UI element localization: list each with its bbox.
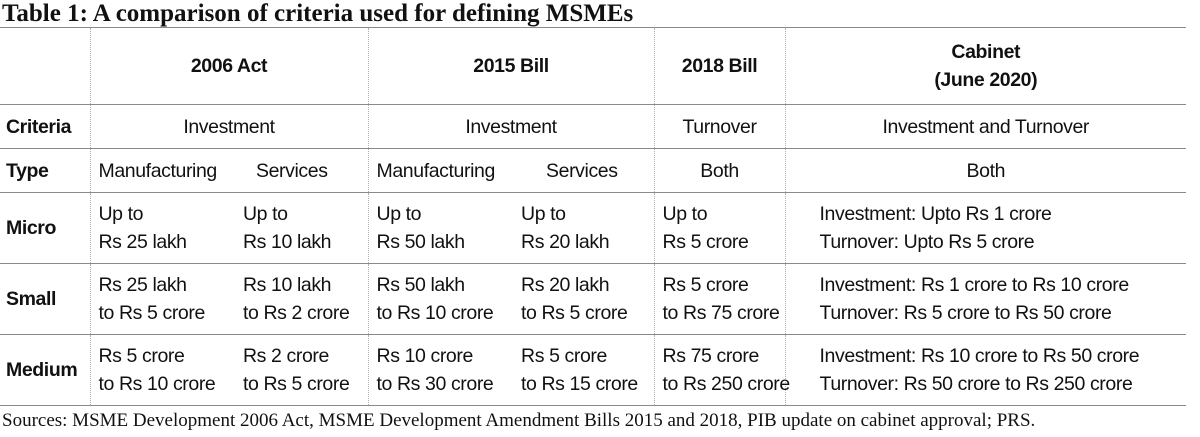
- cell-line: Up to: [662, 203, 708, 225]
- cell-line: Up to: [521, 203, 566, 225]
- header-cabinet-line2: (June 2020): [934, 69, 1038, 91]
- cell-line: Up to: [376, 203, 422, 225]
- row-label: Criteria: [0, 104, 90, 149]
- table-cell: Rs 5 crore to Rs 75 crore: [653, 263, 786, 335]
- table-cell: Manufacturing: [367, 148, 513, 193]
- cell-line: to Rs 10 crore: [376, 302, 494, 324]
- cell-line: to Rs 5 crore: [243, 373, 350, 395]
- table-cell: Up to Rs 25 lakh: [89, 192, 234, 264]
- cell-line: Rs 20 lakh: [521, 231, 610, 253]
- header-cabinet: Cabinet (June 2020): [784, 27, 1187, 105]
- cell-line: Investment: Rs 1 crore to Rs 10 crore: [819, 274, 1130, 296]
- row-label: Micro: [0, 192, 90, 264]
- header-2018-bill: 2018 Bill: [653, 27, 786, 105]
- cell-line: Turnover: Upto Rs 5 crore: [819, 231, 1035, 253]
- cell-line: to Rs 15 crore: [521, 373, 638, 395]
- table-cell: Both: [784, 148, 1187, 193]
- table-cell: Up to Rs 20 lakh: [512, 192, 655, 264]
- cell-line: to Rs 10 crore: [98, 373, 216, 395]
- cell-line: to Rs 5 crore: [521, 302, 628, 324]
- table-cell: Manufacturing: [89, 148, 234, 193]
- cell-line: to Rs 5 crore: [98, 302, 206, 324]
- table-cell: Services: [512, 148, 655, 193]
- row-label: Small: [0, 263, 90, 335]
- cell-line: Up to: [98, 203, 144, 225]
- table-cell: Rs 5 crore to Rs 10 crore: [89, 334, 234, 406]
- table-cell: Services: [234, 148, 369, 193]
- row-label: Medium: [0, 334, 90, 406]
- header-empty: [0, 27, 90, 105]
- cell-line: Rs 75 crore: [662, 345, 760, 367]
- table-cell: Rs 50 lakh to Rs 10 crore: [367, 263, 513, 335]
- cell-line: to Rs 250 crore: [662, 373, 791, 395]
- table-cell: Investment: Rs 10 crore to Rs 50 crore Tu…: [784, 334, 1187, 406]
- cell-line: Rs 10 lakh: [243, 231, 332, 253]
- table-cell: Investment and Turnover: [784, 104, 1187, 149]
- cell-line: Rs 2 crore: [243, 345, 329, 367]
- cell-line: to Rs 30 crore: [376, 373, 494, 395]
- cell-line: to Rs 2 crore: [243, 302, 350, 324]
- table-cell: Both: [653, 148, 786, 193]
- table-cell: Up to Rs 50 lakh: [367, 192, 513, 264]
- cell-line: Rs 5 crore: [662, 231, 749, 253]
- table-cell: Investment: Rs 1 crore to Rs 10 crore Tur…: [784, 263, 1187, 335]
- table-cell: Rs 20 lakh to Rs 5 crore: [512, 263, 655, 335]
- table-cell: Up to Rs 10 lakh: [234, 192, 369, 264]
- table-row-micro: Micro Up to Rs 25 lakh Up to Rs 10 lakh Up to…: [0, 192, 1187, 264]
- sources-note: Sources: MSME Development 2006 Act, MSME…: [2, 410, 1036, 431]
- cell-line: Rs 25 lakh: [98, 274, 188, 296]
- table-row-medium: Medium Rs 5 crore to Rs 10 crore Rs 2 crore…: [0, 334, 1187, 406]
- header-2015-bill: 2015 Bill: [367, 27, 655, 105]
- header-cabinet-line1: Cabinet: [951, 41, 1021, 63]
- header-2006-act: 2006 Act: [89, 27, 369, 105]
- table-cell: Rs 25 lakh to Rs 5 crore: [89, 263, 234, 335]
- cell-line: Rs 50 lakh: [376, 231, 466, 253]
- cell-line: Rs 5 crore: [662, 274, 749, 296]
- table-cell: Investment: [367, 104, 655, 149]
- cell-line: Rs 20 lakh: [521, 274, 610, 296]
- table-cell: Rs 10 crore to Rs 30 crore: [367, 334, 513, 406]
- table-cell: Rs 75 crore to Rs 250 crore: [653, 334, 791, 406]
- table-cell: Rs 2 crore to Rs 5 crore: [234, 334, 369, 406]
- cell-line: Rs 10 crore: [376, 345, 474, 367]
- criteria-row: Criteria Investment Investment Turnover …: [0, 104, 1187, 149]
- type-row: Type Manufacturing Services Manufacturin…: [0, 148, 1187, 193]
- cell-line: Rs 10 lakh: [243, 274, 332, 296]
- table-cell: Turnover: [653, 104, 786, 149]
- table-cell: Investment: [89, 104, 369, 149]
- table-cell: Rs 10 lakh to Rs 2 crore: [234, 263, 369, 335]
- table-cell: Rs 5 crore to Rs 15 crore: [512, 334, 655, 406]
- cell-line: Rs 50 lakh: [376, 274, 466, 296]
- msme-criteria-table: 2006 Act 2015 Bill 2018 Bill Cabinet (Ju…: [0, 27, 1187, 406]
- cell-line: to Rs 75 crore: [662, 302, 780, 324]
- table-row-small: Small Rs 25 lakh to Rs 5 crore Rs 10 lakh to…: [0, 263, 1187, 335]
- table-cell: Investment: Upto Rs 1 crore Turnover: Upt…: [784, 192, 1187, 264]
- header-row: 2006 Act 2015 Bill 2018 Bill Cabinet (Ju…: [0, 27, 1187, 105]
- table-cell: Up to Rs 5 crore: [653, 192, 786, 264]
- cell-line: Investment: Rs 10 crore to Rs 50 crore: [819, 345, 1140, 367]
- cell-line: Investment: Upto Rs 1 crore: [819, 203, 1052, 225]
- cell-line: Up to: [243, 203, 288, 225]
- cell-line: Rs 5 crore: [98, 345, 185, 367]
- row-label: Type: [0, 148, 90, 193]
- cell-line: Turnover: Rs 5 crore to Rs 50 crore: [819, 302, 1112, 324]
- cell-line: Turnover: Rs 50 crore to Rs 250 crore: [819, 373, 1133, 395]
- table-title: Table 1: A comparison of criteria used f…: [2, 0, 634, 27]
- cell-line: Rs 5 crore: [521, 345, 607, 367]
- cell-line: Rs 25 lakh: [98, 231, 188, 253]
